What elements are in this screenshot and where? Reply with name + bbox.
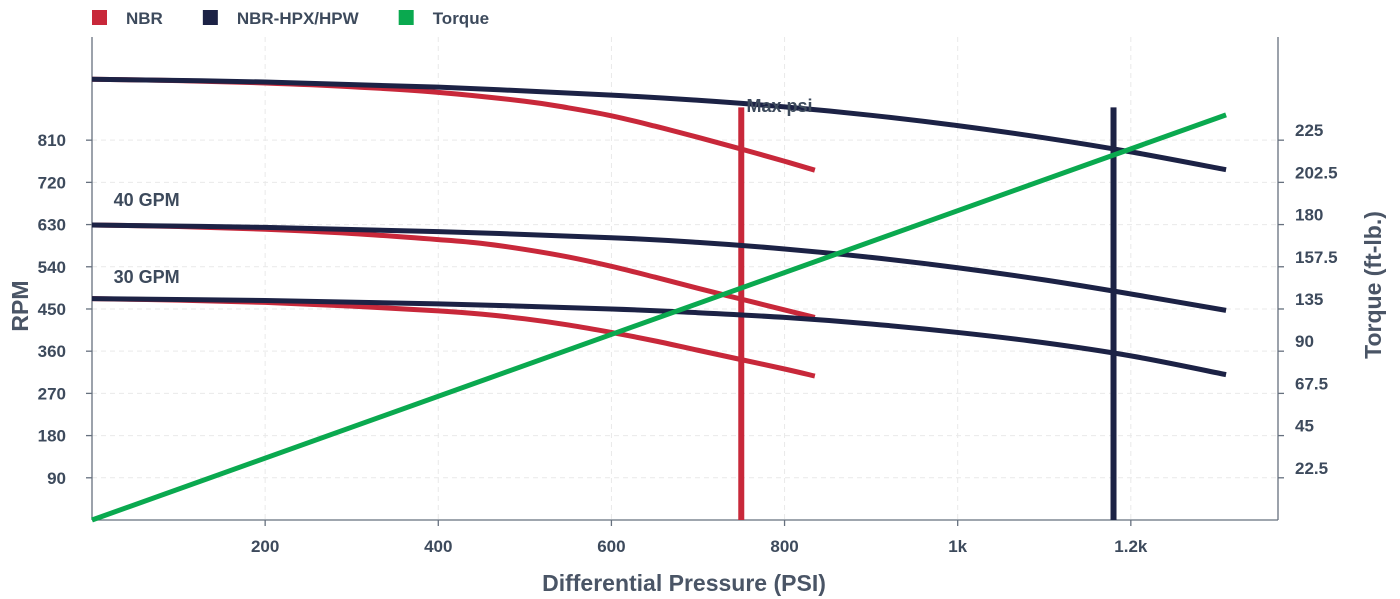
- y-tick-label: 720: [38, 173, 66, 192]
- x-axis-title: Differential Pressure (PSI): [542, 570, 826, 596]
- torque-line: [91, 112, 1227, 523]
- x-tick-label: 400: [424, 537, 452, 556]
- y-tick-label: 270: [38, 384, 66, 403]
- legend-label: NBR-HPX/HPW: [237, 9, 360, 28]
- legend-label: Torque: [433, 9, 489, 28]
- y2-tick-label: 67.5: [1295, 374, 1328, 393]
- nbr-hpx-series-line: [91, 222, 1227, 313]
- y-tick-label: 90: [47, 469, 66, 488]
- y-tick-label: 180: [38, 427, 66, 446]
- y2-tick-label: 180: [1295, 206, 1323, 225]
- nbr-hpx-series-line: [91, 296, 1227, 378]
- y2-tick-label: 22.5: [1295, 459, 1328, 478]
- grid-layer: [92, 37, 1278, 520]
- legend-swatch: [398, 10, 414, 25]
- series-layer: [91, 76, 1227, 523]
- y2-tick-label: 135: [1295, 290, 1323, 309]
- y-tick-label: 450: [38, 300, 66, 319]
- y2-tick-label: 202.5: [1295, 163, 1338, 182]
- nbr-series-line: [91, 296, 816, 379]
- annotation-label: Max psi: [746, 96, 812, 116]
- y2-tick-label: 157.5: [1295, 248, 1338, 267]
- x-tick-label: 1.2k: [1114, 537, 1148, 556]
- label-layer: Max psi 40 GPM 30 GPM: [114, 96, 813, 287]
- x-tick-label: 1k: [948, 537, 967, 556]
- nbr-series-line: [91, 76, 816, 173]
- y2-tick-label: 225: [1295, 121, 1323, 140]
- y-tick-label: 360: [38, 342, 66, 361]
- y-tick-label: 630: [38, 216, 66, 235]
- y2-axis-title: Torque (ft-lb.): [1360, 211, 1386, 359]
- y-tick-label: 810: [38, 131, 66, 150]
- nbr-hpx-series-line: [91, 76, 1227, 173]
- legend-label: NBR: [126, 9, 163, 28]
- y-axis-title: RPM: [7, 280, 33, 331]
- axes-layer: 200 400 600 800 1k 1.2k 90 180 270 360 450 540 630 72…: [38, 37, 1338, 556]
- y2-tick-label: 45: [1295, 417, 1314, 436]
- legend: NBR NBR-HPX/HPW Torque: [92, 9, 489, 28]
- x-tick-label: 600: [597, 537, 625, 556]
- x-tick-label: 200: [251, 537, 279, 556]
- annotation-label: 30 GPM: [114, 267, 180, 287]
- annotation-label: 40 GPM: [114, 190, 180, 210]
- y2-tick-label: 90: [1295, 332, 1314, 351]
- x-tick-label: 800: [770, 537, 798, 556]
- y-tick-label: 540: [38, 258, 66, 277]
- legend-swatch: [202, 10, 218, 25]
- legend-swatch: [92, 10, 107, 25]
